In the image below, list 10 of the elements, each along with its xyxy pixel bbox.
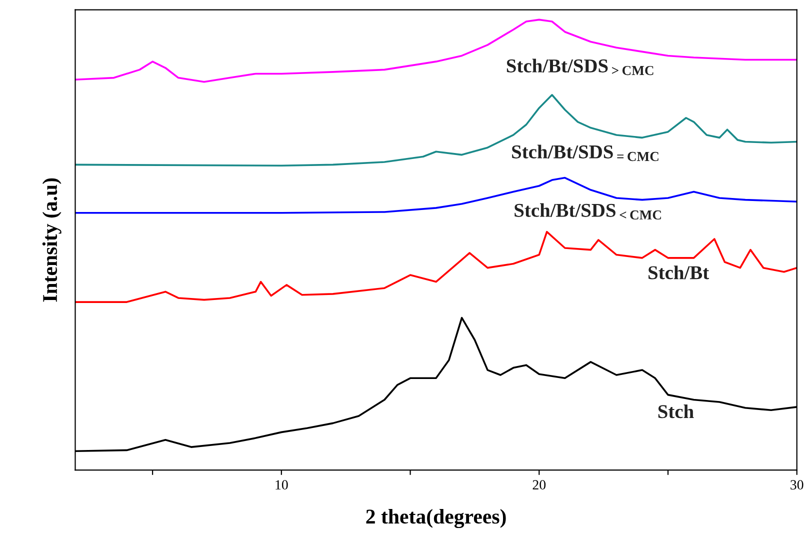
series-label: Stch/Bt/SDS$_{=CMC}$ bbox=[512, 144, 658, 162]
series-label: Stch/Bt/SDS$_{>CMC}$ bbox=[506, 58, 654, 76]
series-label: Stch/Bt bbox=[648, 266, 710, 280]
y-axis-title: Intensity (a.u) bbox=[42, 178, 62, 302]
x-tick-label: 30 bbox=[790, 480, 804, 490]
series-label: Stch bbox=[658, 404, 694, 418]
x-axis-title: 2 theta(degrees) bbox=[366, 509, 506, 528]
x-tick-label: 20 bbox=[532, 480, 546, 490]
x-tick-label: 10 bbox=[276, 480, 288, 490]
series-label: Stch/Bt/SDS$_{<CMC}$ bbox=[514, 203, 661, 220]
